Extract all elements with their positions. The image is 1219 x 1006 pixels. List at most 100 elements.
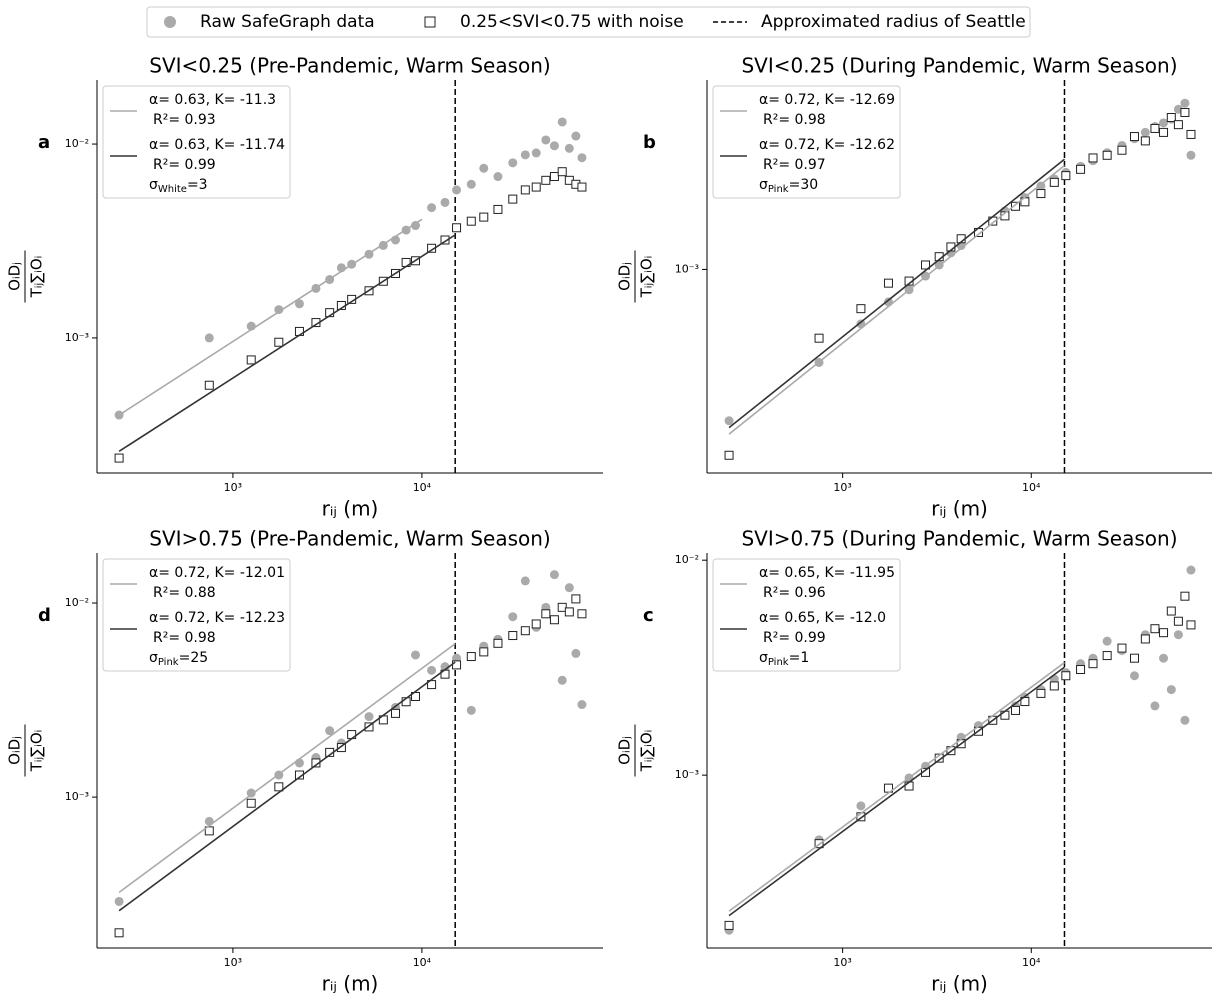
fit-legend-label: α= 0.65, K= -11.95: [759, 565, 895, 581]
x-axis-label: rᵢⱼ (m): [931, 497, 988, 521]
x-tick-label: 10⁴: [1022, 481, 1041, 494]
fit-legend-label: α= 0.63, K= -11.74: [149, 137, 285, 153]
raw-point: [577, 153, 587, 163]
noise-point: [921, 260, 931, 270]
y-label-numerator: OᵢDⱼ: [616, 262, 634, 291]
fit-legend-label: R²= 0.88: [153, 585, 216, 601]
chart-title: SVI<0.25 (Pre-Pandemic, Warm Season): [149, 54, 550, 78]
sigma-value: =30: [789, 177, 819, 193]
noise-point: [1140, 136, 1150, 146]
raw-point: [204, 333, 214, 343]
raw-point: [440, 197, 450, 207]
x-tick-label: 10⁴: [413, 481, 432, 494]
noise-point: [1173, 616, 1183, 626]
panel-letter: b: [643, 132, 656, 153]
raw-point: [1180, 715, 1190, 725]
raw-point: [531, 148, 541, 158]
x-tick-label: 10⁴: [1022, 956, 1041, 969]
raw-point: [549, 570, 559, 580]
sigma-subscript: Pink: [768, 184, 789, 195]
raw-point: [571, 648, 581, 658]
fit-line: [728, 158, 1065, 429]
raw-point: [1173, 630, 1183, 640]
noise-point: [1088, 153, 1098, 163]
fit-legend-box: [712, 85, 901, 199]
sigma-note: σPink=1: [759, 650, 809, 668]
noise-point: [571, 594, 581, 604]
fit-line: [728, 164, 1065, 435]
noise-point: [1173, 120, 1183, 130]
fit-legend-label: R²= 0.98: [763, 112, 826, 128]
raw-point: [1150, 701, 1160, 711]
raw-point: [508, 612, 518, 622]
noise-point: [246, 798, 256, 808]
noise-point: [577, 609, 587, 619]
sigma-subscript: White: [158, 184, 187, 195]
noise-point: [246, 355, 256, 365]
fit-line: [728, 661, 1065, 912]
noise-point: [1088, 659, 1098, 669]
raw-point: [466, 705, 476, 715]
x-tick-label: 10⁴: [413, 956, 432, 969]
y-tick-label: 10⁻²: [65, 596, 89, 609]
fit-legend-box: [102, 558, 291, 672]
y-tick-label: 10⁻³: [675, 262, 699, 275]
y-tick-label: 10⁻²: [65, 137, 89, 150]
x-axis-label: rᵢⱼ (m): [322, 497, 379, 521]
sigma-subscript: Pink: [768, 657, 789, 668]
noise-point: [274, 337, 284, 347]
raw-point: [411, 221, 421, 231]
sigma-value: =1: [789, 650, 810, 666]
raw-point: [856, 801, 866, 811]
noise-point: [1129, 653, 1139, 663]
noise-point: [531, 182, 541, 192]
sigma-note: σPink=30: [759, 177, 818, 195]
chart-title: SVI>0.75 (During Pandemic, Warm Season): [741, 527, 1177, 551]
noise-point: [114, 453, 124, 463]
raw-point: [549, 141, 559, 151]
raw-point: [1102, 636, 1112, 646]
noise-point: [204, 380, 214, 390]
noise-point: [1036, 688, 1046, 698]
noise-point: [1061, 171, 1071, 181]
noise-point: [1117, 643, 1127, 653]
noise-point: [1117, 145, 1127, 155]
raw-point: [1159, 653, 1169, 663]
sigma-symbol: σ: [759, 177, 768, 193]
y-label-numerator: OᵢDⱼ: [6, 262, 24, 291]
fit-line: [728, 666, 1065, 917]
fit-line: [118, 234, 456, 453]
noise-point: [557, 602, 567, 612]
y-label-numerator: OᵢDⱼ: [6, 736, 24, 765]
noise-point: [391, 708, 401, 718]
noise-point: [577, 182, 587, 192]
fit-legend-label: α= 0.72, K= -12.69: [759, 92, 895, 108]
fit-legend-label: α= 0.65, K= -12.0: [759, 610, 886, 626]
noise-point: [541, 609, 551, 619]
y-label-denominator: Tᵢⱼ∑ᵢOᵢ: [638, 730, 656, 773]
chart-title: SVI>0.75 (Pre-Pandemic, Warm Season): [149, 527, 550, 551]
fit-legend-label: α= 0.63, K= -11.3: [149, 92, 276, 108]
raw-point: [1186, 150, 1196, 160]
legend-marker: [164, 16, 176, 28]
noise-point: [493, 638, 503, 648]
sigma-symbol: σ: [149, 650, 158, 666]
noise-point: [508, 194, 518, 204]
raw-point: [364, 712, 374, 722]
fit-legend-label: R²= 0.99: [763, 630, 826, 646]
x-tick-label: 10³: [833, 481, 851, 494]
raw-point: [411, 650, 421, 660]
raw-point: [520, 150, 530, 160]
noise-point: [1140, 634, 1150, 644]
noise-point: [1180, 107, 1190, 117]
noise-point: [452, 660, 462, 670]
raw-point: [1166, 685, 1176, 695]
noise-point: [1102, 150, 1112, 160]
fit-legend-label: R²= 0.96: [763, 585, 826, 601]
fit-legend-label: R²= 0.99: [153, 157, 216, 173]
fit-line: [118, 643, 456, 894]
sigma-symbol: σ: [759, 650, 768, 666]
y-tick-label: 10⁻³: [65, 790, 89, 803]
raw-point: [564, 583, 574, 593]
